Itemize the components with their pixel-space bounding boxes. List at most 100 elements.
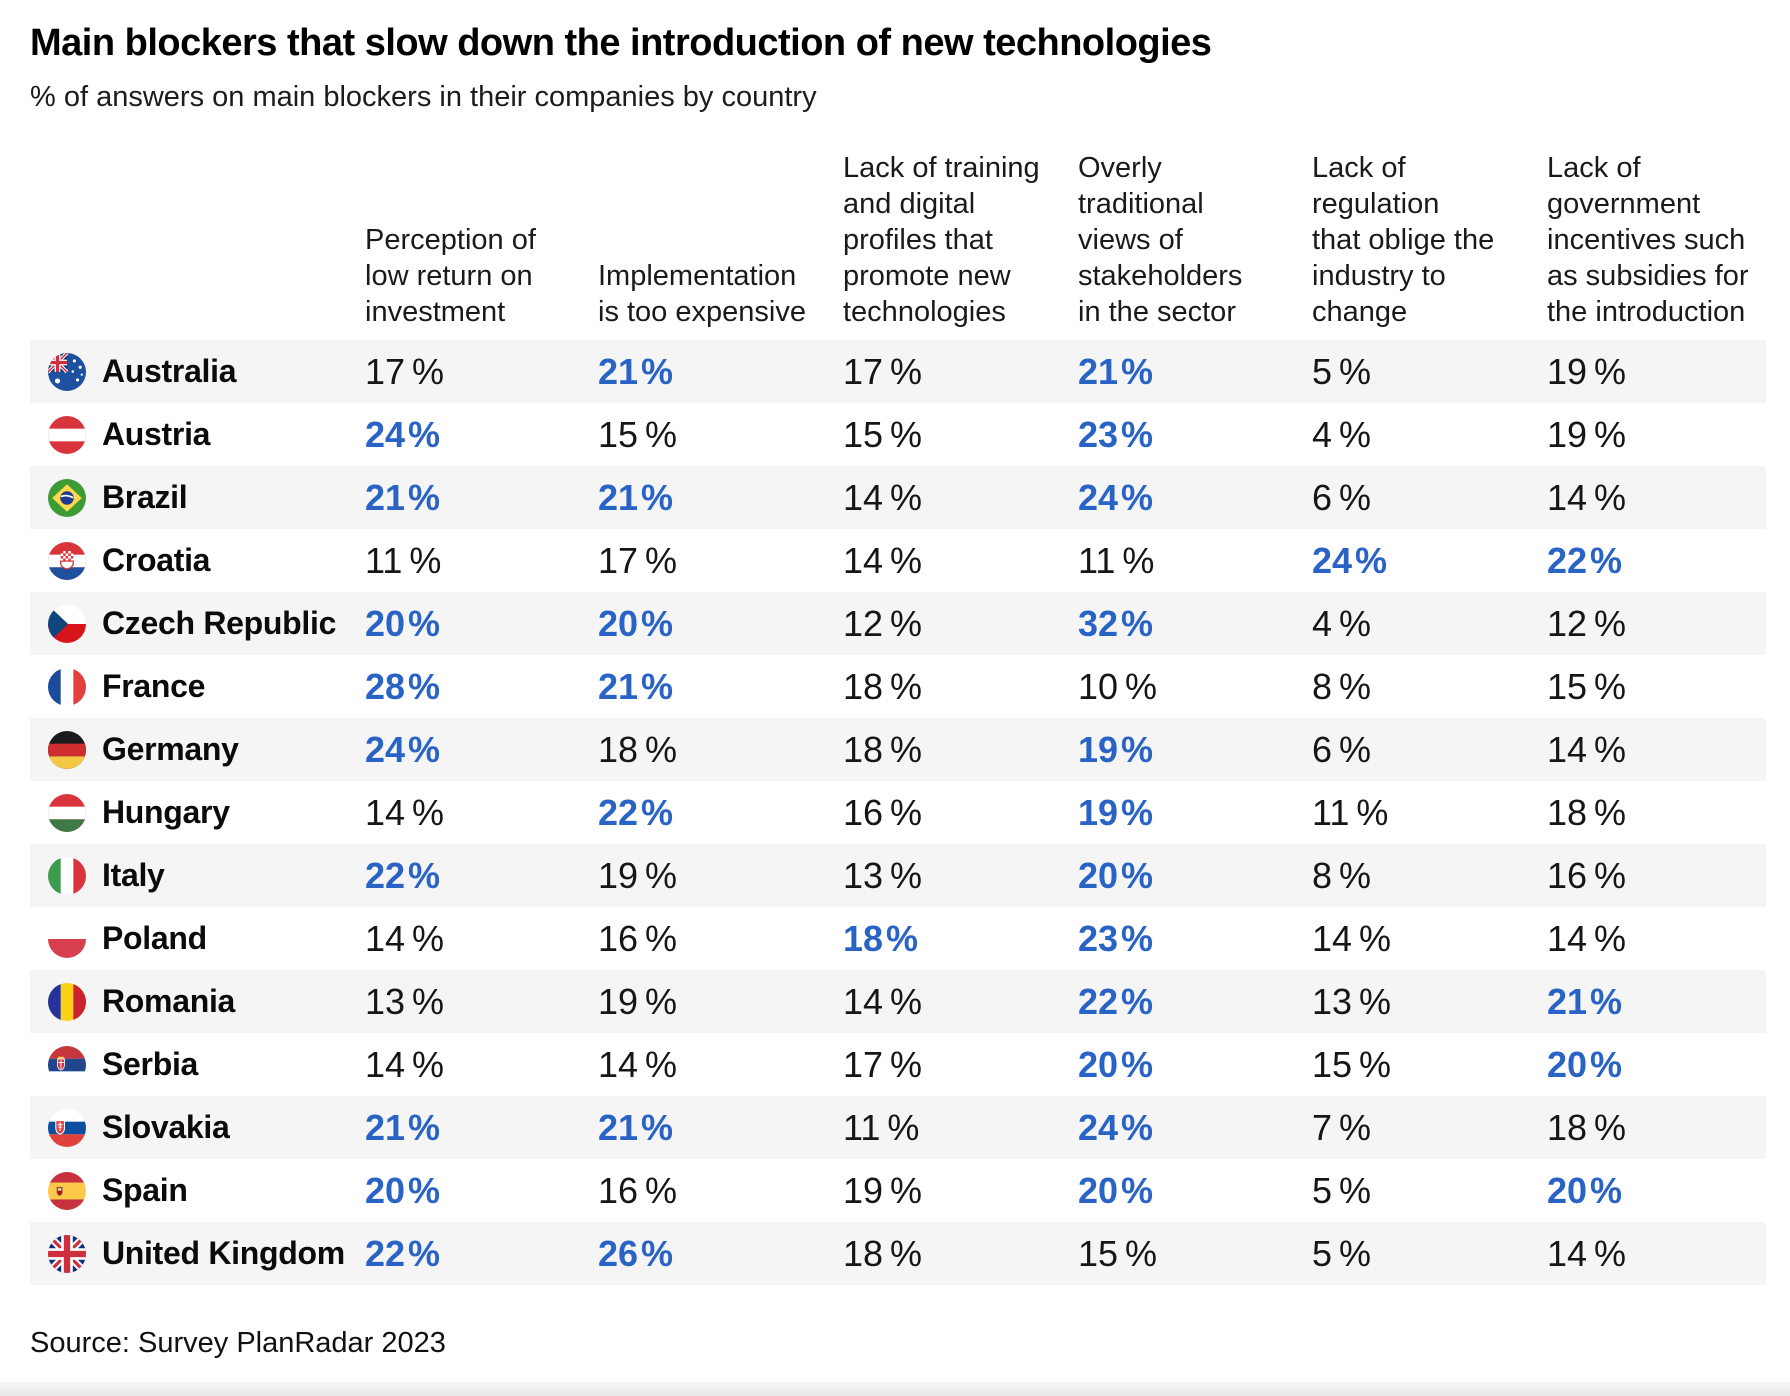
value-cell: 8%: [1312, 855, 1547, 897]
value-cell: 20%: [1547, 1170, 1766, 1212]
table-body: Australia 17% 21% 17% 21% 5% 19% Austria 24% 15% 1…: [30, 340, 1766, 1285]
country-cell: Croatia: [30, 541, 365, 580]
value-cell: 24%: [1312, 540, 1547, 582]
percent-sign: %: [1339, 665, 1372, 707]
value-cell: 22%: [365, 855, 598, 897]
value-number: 16: [598, 917, 639, 959]
percent-sign: %: [890, 980, 923, 1022]
value-cell: 19%: [1078, 792, 1312, 834]
value-number: 24: [1078, 476, 1119, 518]
country-cell: Czech Republic: [30, 604, 365, 643]
value-number: 20: [1078, 1043, 1119, 1085]
percent-sign: %: [1594, 854, 1627, 896]
percent-sign: %: [1121, 791, 1154, 833]
value-cell: 20%: [365, 603, 598, 645]
percent-sign: %: [408, 602, 441, 644]
value-cell: 18%: [598, 729, 843, 771]
value-number: 18: [843, 728, 884, 770]
value-number: 20: [1078, 1169, 1119, 1211]
percent-sign: %: [645, 539, 678, 581]
value-cell: 21%: [1547, 981, 1766, 1023]
country-cell: Brazil: [30, 478, 365, 517]
percent-sign: %: [890, 1169, 923, 1211]
value-cell: 20%: [1078, 1170, 1312, 1212]
value-number: 6: [1312, 728, 1333, 770]
value-number: 22: [365, 1232, 406, 1274]
value-number: 14: [843, 476, 884, 518]
flag-br-icon: [48, 478, 86, 517]
table-row: Spain 20% 16% 19% 20% 5% 20%: [30, 1159, 1766, 1222]
value-number: 15: [1547, 665, 1588, 707]
value-number: 14: [843, 980, 884, 1022]
value-cell: 23%: [1078, 414, 1312, 456]
percent-sign: %: [890, 854, 923, 896]
value-cell: 20%: [598, 603, 843, 645]
percent-sign: %: [1356, 791, 1389, 833]
value-number: 32: [1078, 602, 1119, 644]
percent-sign: %: [408, 1106, 441, 1148]
country-label: Slovakia: [102, 1109, 230, 1145]
value-number: 24: [1078, 1106, 1119, 1148]
value-number: 5: [1312, 1169, 1333, 1211]
table-row: Slovakia 21% 21% 11% 24% 7% 18%: [30, 1096, 1766, 1159]
percent-sign: %: [641, 665, 674, 707]
flag-at-icon: [48, 415, 86, 454]
flag-gb-icon: [48, 1234, 86, 1273]
percent-sign: %: [890, 539, 923, 581]
country-label: France: [102, 668, 206, 704]
value-cell: 6%: [1312, 477, 1547, 519]
percent-sign: %: [408, 1232, 441, 1274]
value-cell: 14%: [1547, 918, 1766, 960]
value-number: 15: [843, 413, 884, 455]
value-number: 11: [1312, 791, 1350, 833]
percent-sign: %: [1590, 980, 1623, 1022]
value-cell: 14%: [843, 477, 1078, 519]
value-number: 14: [365, 917, 406, 959]
value-number: 22: [598, 791, 639, 833]
value-number: 14: [1547, 476, 1588, 518]
country-cell: United Kingdom: [30, 1234, 365, 1273]
value-cell: 12%: [843, 603, 1078, 645]
country-label: Romania: [102, 983, 236, 1019]
value-number: 20: [365, 602, 406, 644]
percent-sign: %: [408, 476, 441, 518]
value-number: 6: [1312, 476, 1333, 518]
country-label: United Kingdom: [102, 1235, 345, 1271]
percent-sign: %: [412, 350, 445, 392]
value-cell: 19%: [843, 1170, 1078, 1212]
column-header: Lack of government incentives such as su…: [1547, 152, 1749, 328]
percent-sign: %: [890, 413, 923, 455]
page-subtitle: % of answers on main blockers in their c…: [30, 81, 817, 113]
value-cell: 12%: [1547, 603, 1766, 645]
country-label: Czech Republic: [102, 605, 337, 641]
percent-sign: %: [1339, 728, 1372, 770]
value-number: 14: [1547, 917, 1588, 959]
percent-sign: %: [408, 854, 441, 896]
percent-sign: %: [1121, 728, 1154, 770]
value-cell: 18%: [1547, 1107, 1766, 1149]
percent-sign: %: [1339, 1232, 1372, 1274]
value-cell: 15%: [1547, 666, 1766, 708]
table-row: United Kingdom 22% 26% 18% 15% 5% 14%: [30, 1222, 1766, 1285]
value-number: 14: [1312, 917, 1353, 959]
value-number: 20: [1547, 1169, 1588, 1211]
value-number: 24: [365, 413, 406, 455]
value-cell: 19%: [1547, 414, 1766, 456]
percent-sign: %: [1339, 350, 1372, 392]
value-number: 21: [598, 1106, 639, 1148]
percent-sign: %: [645, 1043, 678, 1085]
percent-sign: %: [1594, 791, 1627, 833]
percent-sign: %: [1121, 413, 1154, 455]
value-cell: 18%: [843, 666, 1078, 708]
value-number: 24: [1312, 539, 1353, 581]
percent-sign: %: [1594, 665, 1627, 707]
percent-sign: %: [1590, 1169, 1623, 1211]
value-cell: 15%: [1312, 1044, 1547, 1086]
value-number: 22: [1547, 539, 1588, 581]
value-cell: 5%: [1312, 1233, 1547, 1275]
value-cell: 22%: [365, 1233, 598, 1275]
value-number: 22: [1078, 980, 1119, 1022]
value-cell: 32%: [1078, 603, 1312, 645]
table-row: Australia 17% 21% 17% 21% 5% 19%: [30, 340, 1766, 403]
percent-sign: %: [1359, 980, 1392, 1022]
